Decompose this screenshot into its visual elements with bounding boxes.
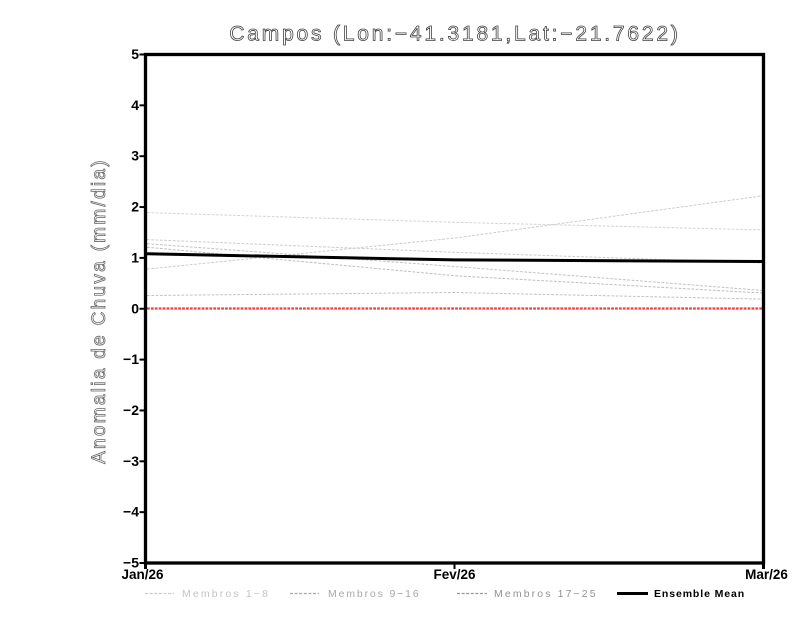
svg-text:−3: −3 [123, 453, 139, 469]
svg-text:2: 2 [131, 199, 139, 215]
svg-text:−5: −5 [123, 555, 139, 571]
svg-text:Membros 1−8: Membros 1−8 [182, 588, 270, 600]
svg-text:Anomalia de Chuva (mm/dia): Anomalia de Chuva (mm/dia) [89, 158, 110, 464]
svg-text:5: 5 [131, 46, 139, 62]
svg-text:Ensemble Mean: Ensemble Mean [654, 588, 745, 600]
svg-text:3: 3 [131, 148, 139, 164]
svg-text:0: 0 [131, 300, 139, 316]
svg-text:−4: −4 [123, 504, 139, 520]
svg-text:Membros 17−25: Membros 17−25 [494, 588, 598, 600]
svg-text:1: 1 [131, 249, 139, 265]
svg-text:Fev/26: Fev/26 [433, 567, 476, 582]
svg-text:−2: −2 [123, 402, 139, 418]
svg-text:Mar/26: Mar/26 [745, 567, 788, 582]
svg-text:Jan/26: Jan/26 [121, 567, 164, 582]
svg-text:Campos (Lon:−41.3181,Lat:−21.7: Campos (Lon:−41.3181,Lat:−21.7622) [229, 23, 680, 46]
svg-text:−1: −1 [123, 351, 139, 367]
svg-text:4: 4 [131, 97, 139, 113]
svg-text:Membros 9−16: Membros 9−16 [328, 588, 421, 600]
